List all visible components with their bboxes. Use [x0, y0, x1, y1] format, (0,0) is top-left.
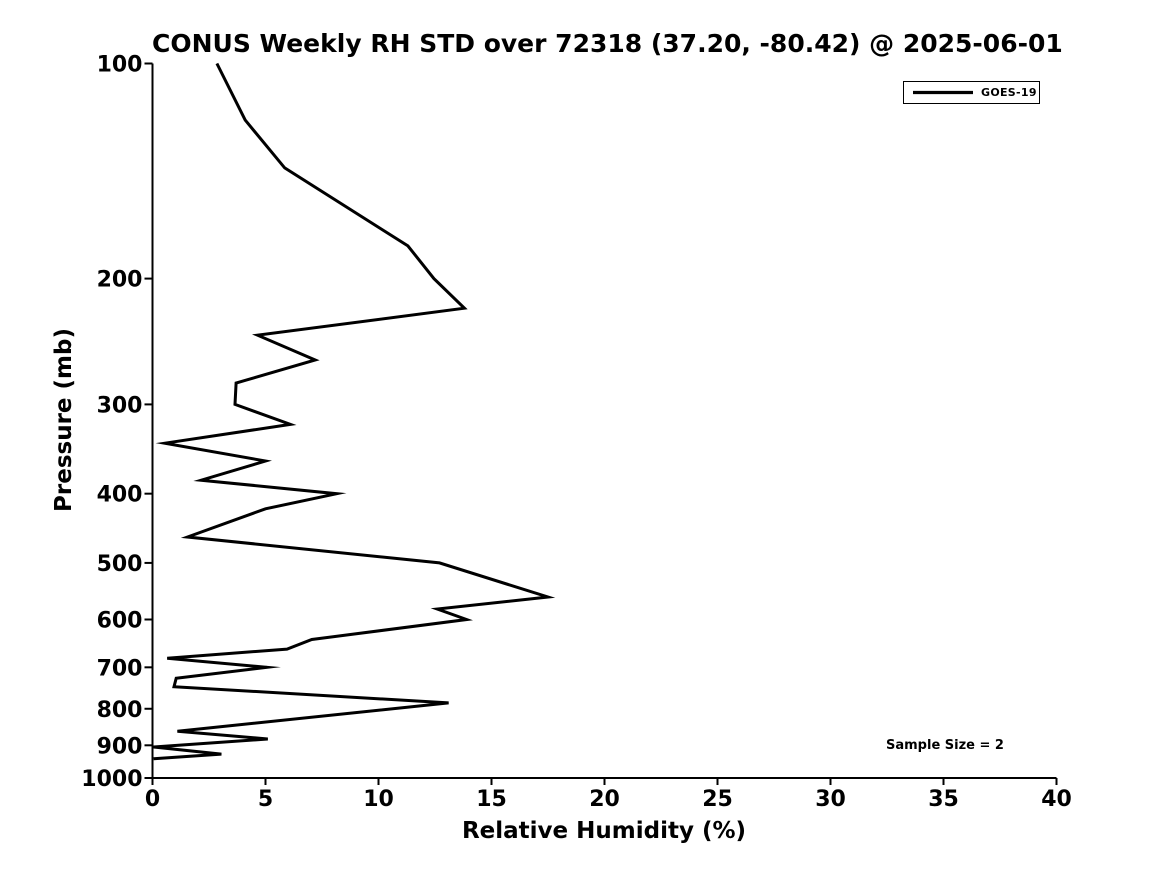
sample-size-annotation: Sample Size = 2 — [886, 738, 1004, 753]
x-tick-label: 35 — [928, 787, 959, 812]
x-tick-label: 5 — [258, 787, 273, 812]
x-tick-label: 40 — [1041, 787, 1072, 812]
y-tick-label: 300 — [97, 393, 143, 418]
x-tick-label: 20 — [589, 787, 620, 812]
y-tick-label: 900 — [97, 734, 143, 759]
legend: GOES-19 — [903, 81, 1040, 104]
y-tick-label: 700 — [97, 656, 143, 681]
y-tick-label: 500 — [97, 552, 143, 577]
y-axis-label: Pressure (mb) — [51, 328, 77, 512]
legend-line-swatch — [913, 90, 973, 95]
x-tick-label: 10 — [363, 787, 394, 812]
y-tick-label: 100 — [97, 53, 143, 78]
y-tick-label: 200 — [97, 268, 143, 293]
legend-label: GOES-19 — [981, 86, 1037, 99]
y-tick-label: 400 — [97, 483, 143, 508]
x-tick-label: 15 — [476, 787, 507, 812]
y-tick-label: 800 — [97, 698, 143, 723]
y-tick-label: 600 — [97, 608, 143, 633]
x-axis-label: Relative Humidity (%) — [461, 818, 747, 844]
y-tick-label: 1000 — [81, 767, 142, 792]
chart-title: CONUS Weekly RH STD over 72318 (37.20, -… — [152, 29, 1063, 58]
x-tick-label: 25 — [702, 787, 733, 812]
x-tick-label: 0 — [145, 787, 160, 812]
rh-std-curve — [153, 62, 556, 761]
x-tick-label: 30 — [815, 787, 846, 812]
